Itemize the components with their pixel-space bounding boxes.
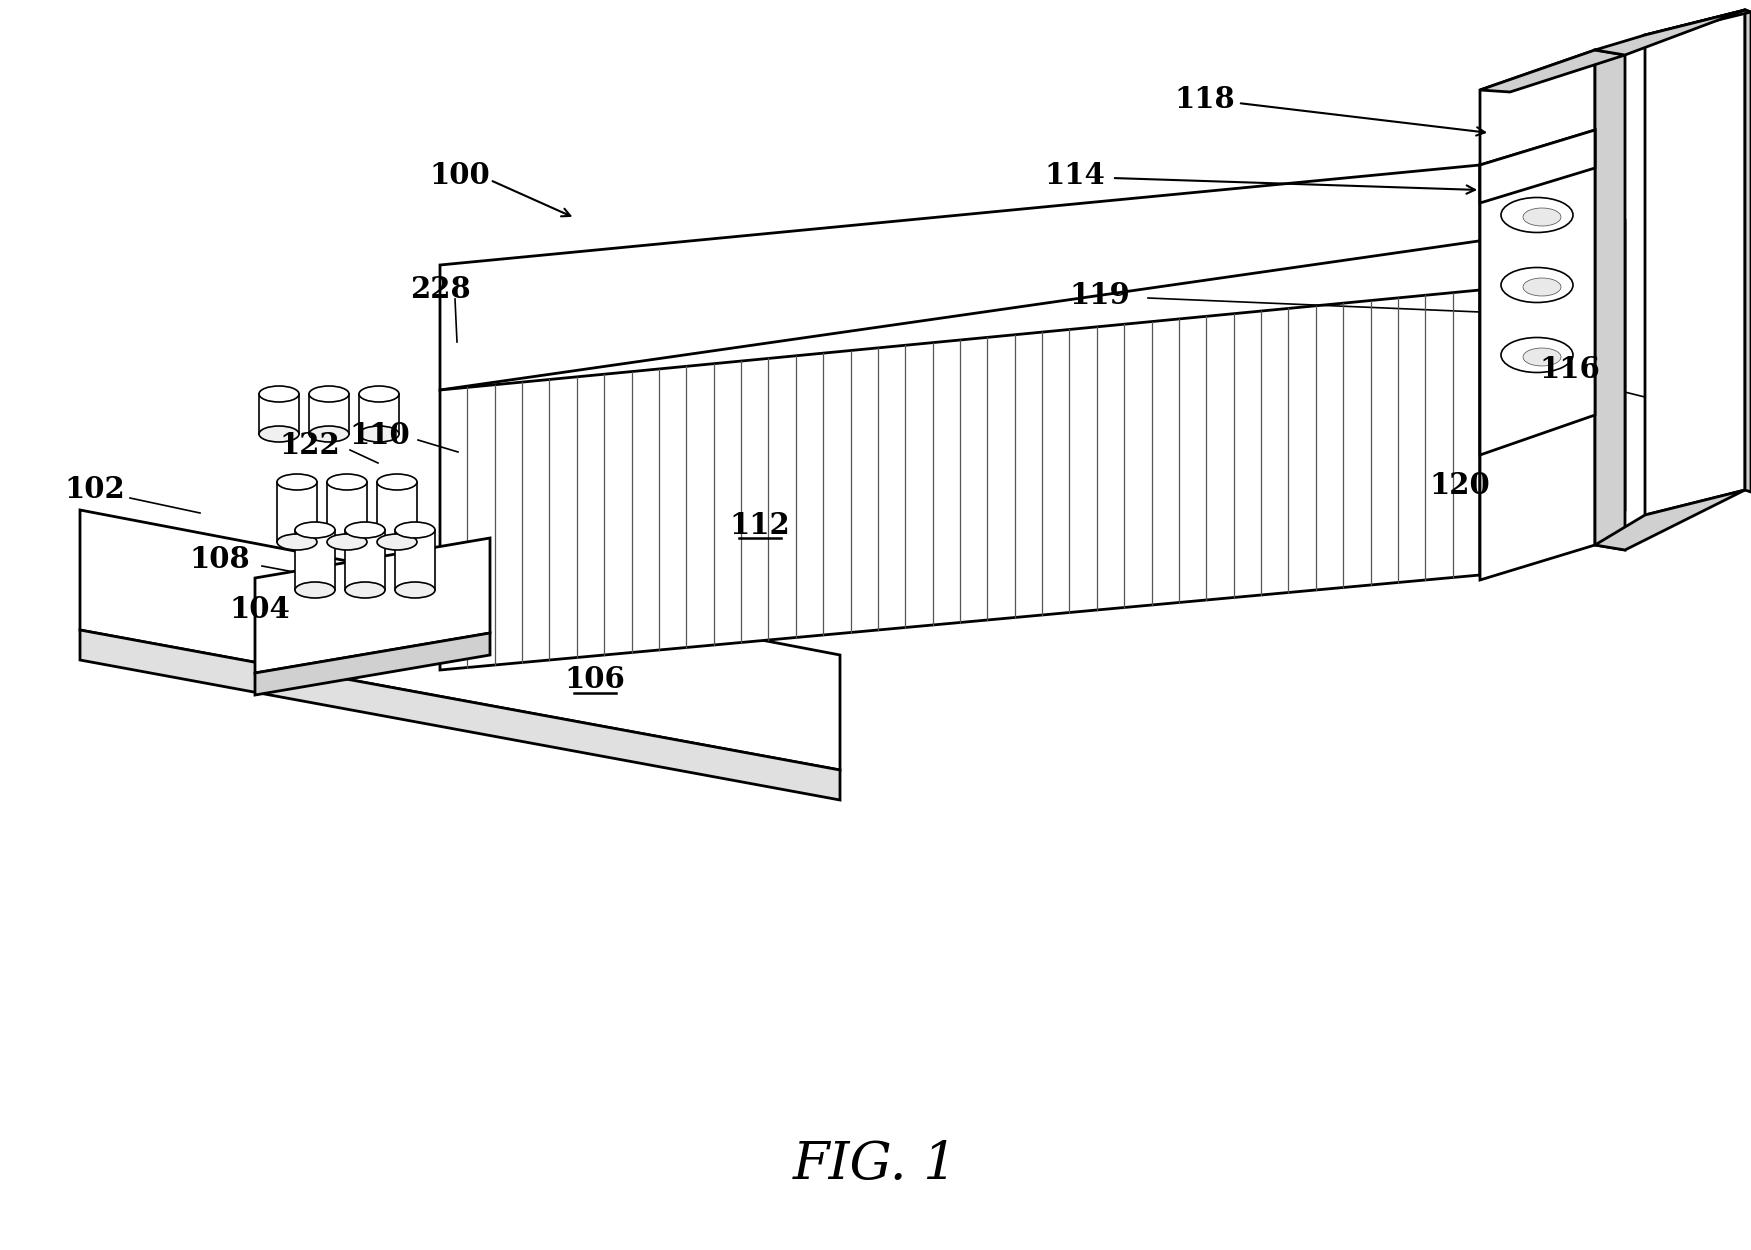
Polygon shape bbox=[294, 530, 334, 590]
Text: 114: 114 bbox=[1045, 160, 1105, 190]
Ellipse shape bbox=[327, 474, 368, 490]
Polygon shape bbox=[1595, 50, 1625, 550]
Ellipse shape bbox=[1501, 268, 1572, 302]
Ellipse shape bbox=[259, 386, 299, 402]
Polygon shape bbox=[1644, 10, 1746, 515]
Text: 119: 119 bbox=[1070, 280, 1131, 310]
Ellipse shape bbox=[327, 534, 368, 550]
Ellipse shape bbox=[277, 474, 317, 490]
Ellipse shape bbox=[376, 474, 417, 490]
Ellipse shape bbox=[345, 582, 385, 598]
Polygon shape bbox=[440, 290, 1480, 670]
Polygon shape bbox=[359, 394, 399, 434]
Polygon shape bbox=[1644, 10, 1751, 38]
Text: 104: 104 bbox=[229, 595, 291, 625]
Polygon shape bbox=[308, 394, 348, 434]
Polygon shape bbox=[1480, 50, 1595, 580]
Polygon shape bbox=[81, 630, 840, 800]
Text: 108: 108 bbox=[189, 545, 250, 575]
Polygon shape bbox=[327, 482, 368, 542]
Ellipse shape bbox=[294, 582, 334, 598]
Ellipse shape bbox=[359, 386, 399, 402]
Polygon shape bbox=[440, 165, 1625, 390]
Ellipse shape bbox=[259, 426, 299, 442]
Ellipse shape bbox=[396, 582, 434, 598]
Polygon shape bbox=[1480, 130, 1595, 455]
Polygon shape bbox=[259, 394, 299, 434]
Ellipse shape bbox=[1501, 338, 1572, 372]
Polygon shape bbox=[1480, 165, 1625, 575]
Polygon shape bbox=[396, 530, 434, 590]
Text: 120: 120 bbox=[1429, 470, 1490, 500]
Polygon shape bbox=[1746, 10, 1751, 492]
Ellipse shape bbox=[1501, 198, 1572, 232]
Ellipse shape bbox=[396, 522, 434, 538]
Text: 118: 118 bbox=[1175, 85, 1236, 115]
Ellipse shape bbox=[1523, 278, 1560, 296]
Polygon shape bbox=[277, 482, 317, 542]
Ellipse shape bbox=[308, 426, 348, 442]
Polygon shape bbox=[345, 530, 385, 590]
Text: FIG. 1: FIG. 1 bbox=[793, 1140, 958, 1190]
Text: 106: 106 bbox=[564, 665, 625, 695]
Polygon shape bbox=[256, 632, 490, 695]
Ellipse shape bbox=[376, 534, 417, 550]
Ellipse shape bbox=[1523, 208, 1560, 226]
Text: 102: 102 bbox=[65, 475, 126, 505]
Ellipse shape bbox=[277, 534, 317, 550]
Ellipse shape bbox=[1523, 348, 1560, 366]
Text: 110: 110 bbox=[350, 420, 410, 450]
Ellipse shape bbox=[359, 426, 399, 442]
Ellipse shape bbox=[345, 522, 385, 538]
Text: 112: 112 bbox=[730, 510, 790, 540]
Ellipse shape bbox=[308, 386, 348, 402]
Text: 116: 116 bbox=[1539, 355, 1600, 385]
Polygon shape bbox=[1595, 490, 1746, 550]
Polygon shape bbox=[256, 538, 490, 672]
Polygon shape bbox=[1595, 10, 1746, 55]
Text: 228: 228 bbox=[410, 275, 471, 305]
Polygon shape bbox=[1480, 130, 1595, 202]
Polygon shape bbox=[1480, 50, 1625, 92]
Ellipse shape bbox=[294, 522, 334, 538]
Polygon shape bbox=[81, 510, 840, 770]
Text: 100: 100 bbox=[429, 160, 490, 190]
Polygon shape bbox=[376, 482, 417, 542]
Text: 122: 122 bbox=[280, 430, 340, 460]
